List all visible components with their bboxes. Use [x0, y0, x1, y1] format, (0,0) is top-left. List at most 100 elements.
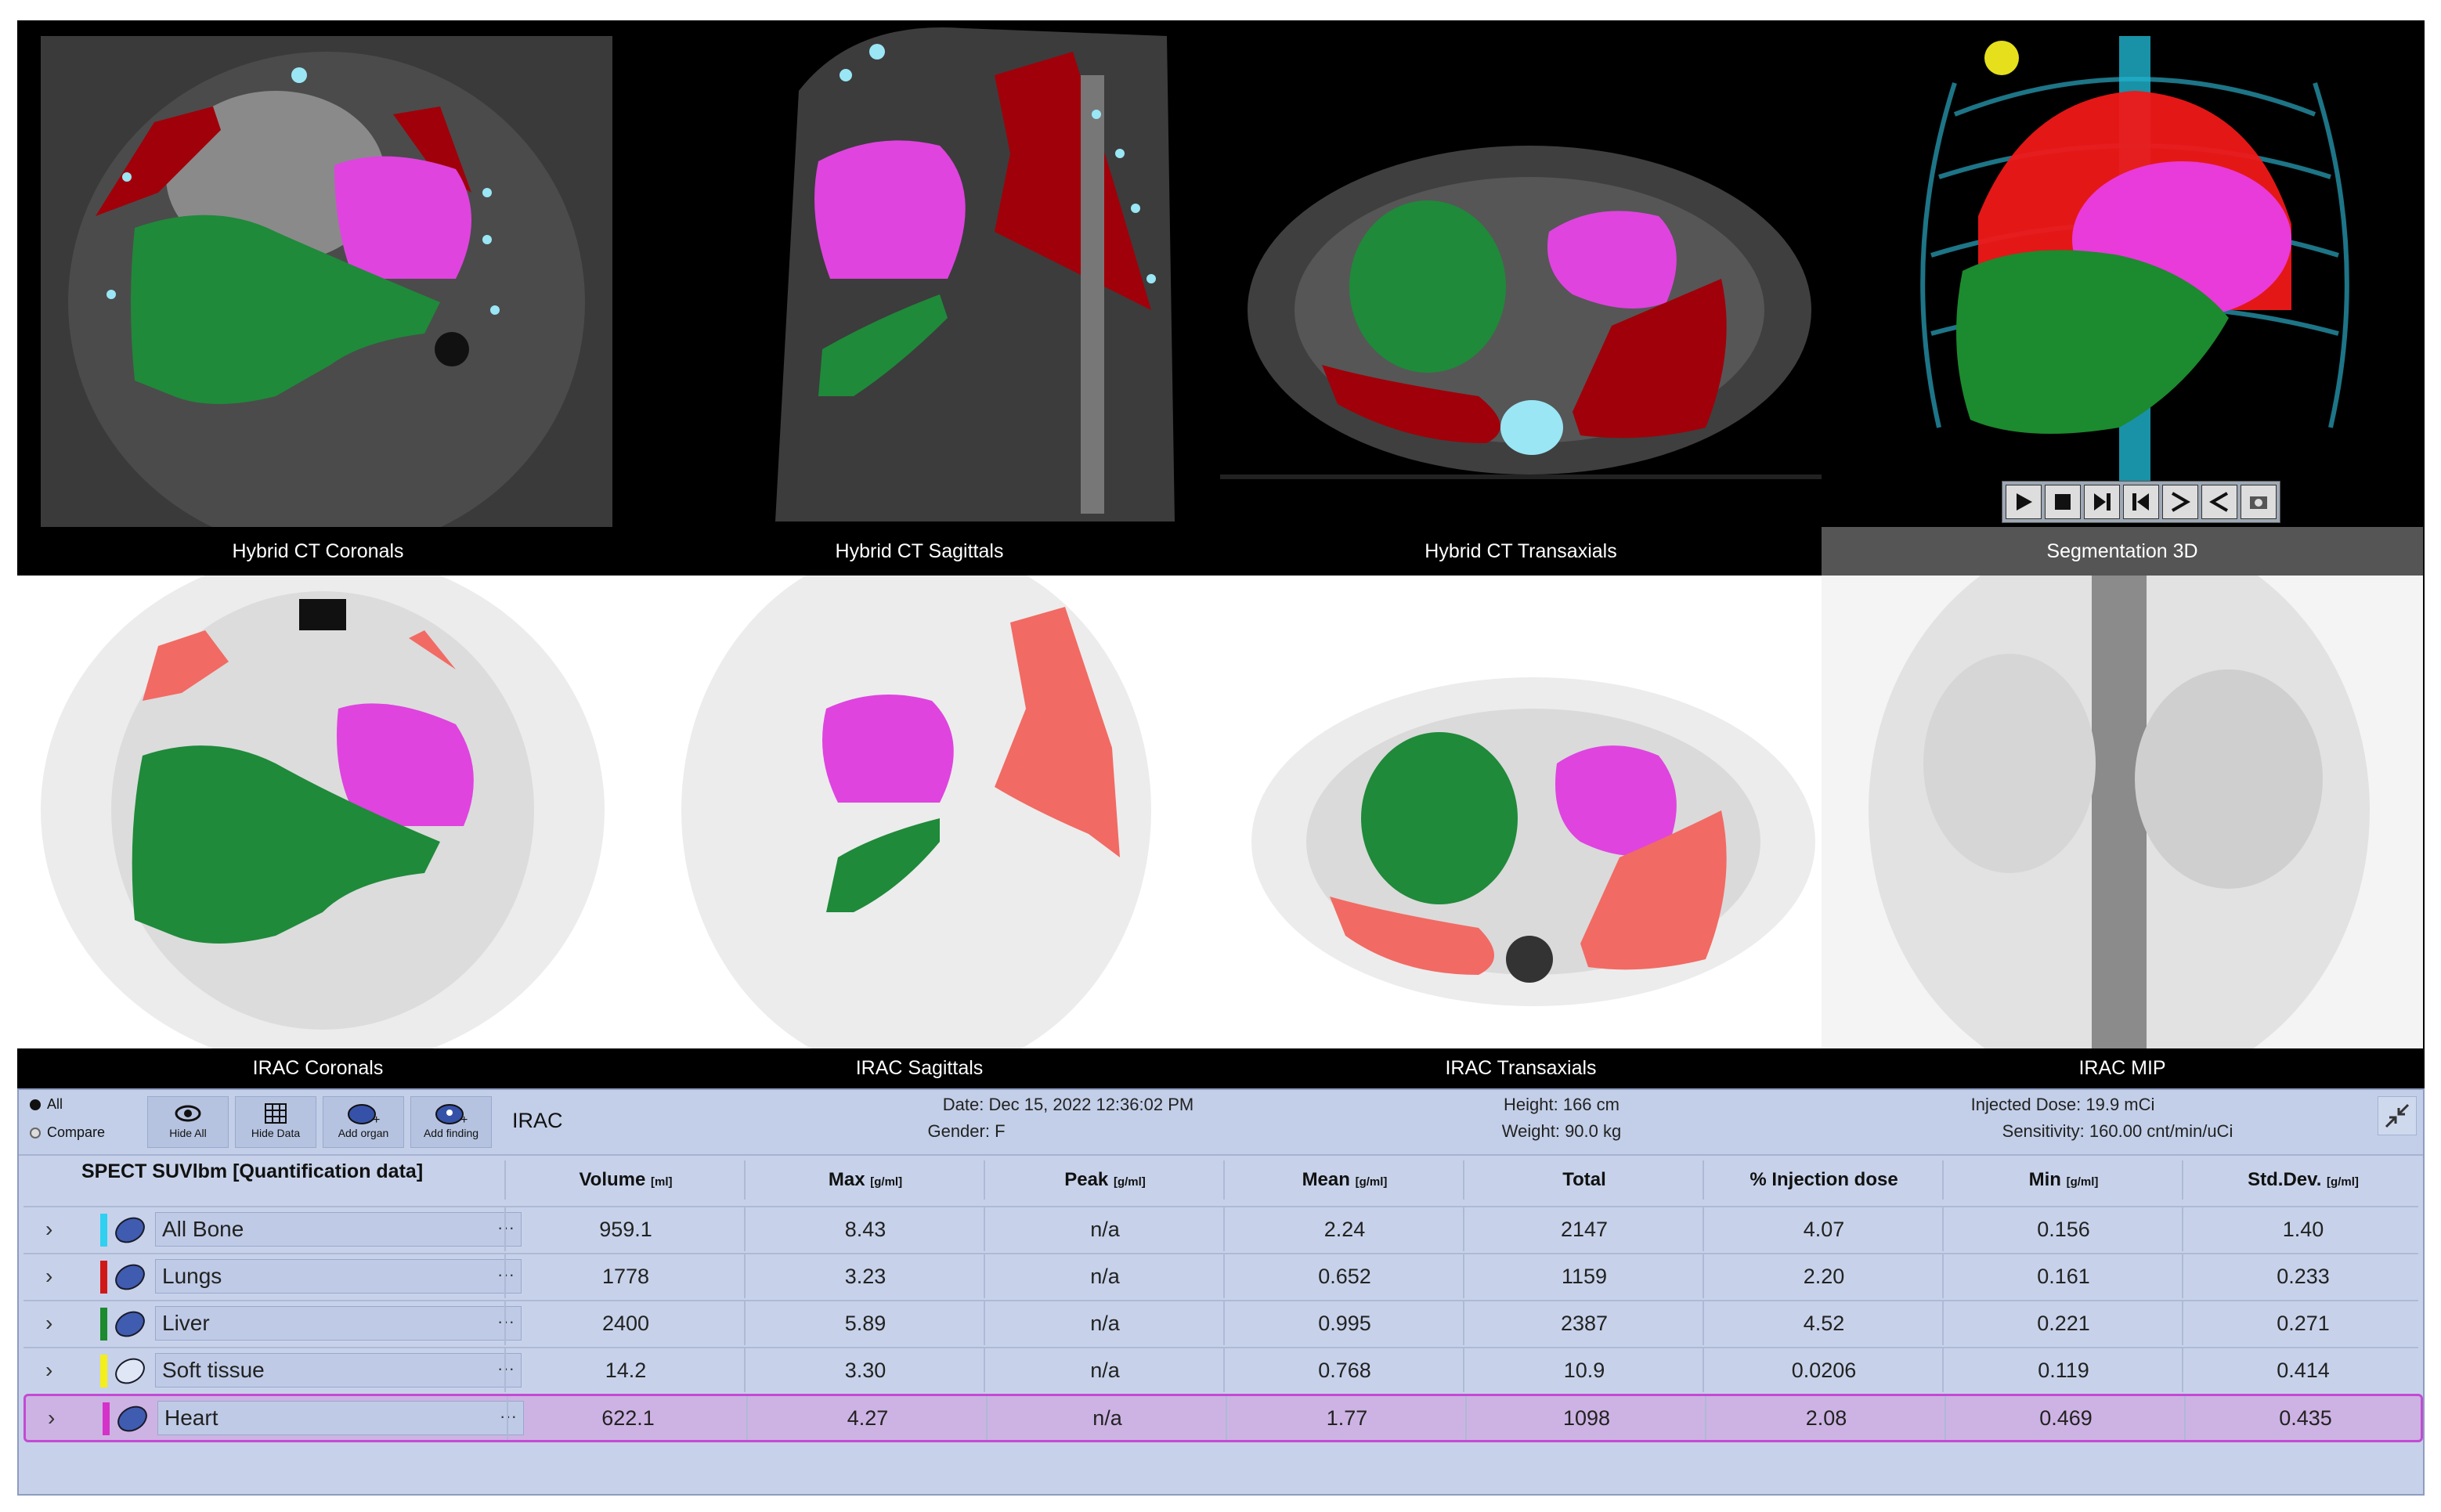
organ-icon[interactable] [113, 1356, 147, 1386]
chevron-right-icon[interactable]: › [45, 1358, 53, 1382]
hide-data-button[interactable]: Hide Data [235, 1096, 316, 1148]
table-cell: 959.1 [504, 1207, 746, 1251]
hide-all-button[interactable]: Hide All [147, 1096, 229, 1148]
column-header[interactable]: Std.Dev. [g/ml] [2182, 1160, 2423, 1200]
table-title: SPECT SUVlbm [Quantification data] [81, 1160, 424, 1182]
column-header[interactable]: Volume [ml] [504, 1160, 746, 1200]
organ-name-field[interactable]: Soft tissue ··· [155, 1353, 522, 1388]
image-viewer: Hybrid CT Coronals Hybrid CT Sagittals [17, 20, 2425, 1088]
ct-coronal-view[interactable] [17, 20, 619, 527]
organ-name: Heart [164, 1406, 218, 1430]
column-header-unit: [g/ml] [1355, 1175, 1388, 1189]
table-cell: 0.221 [1942, 1301, 2183, 1345]
spect-sagittal-view[interactable] [619, 576, 1220, 1048]
column-header-name: Max [828, 1169, 865, 1190]
table-cell: 5.89 [744, 1301, 985, 1345]
more-options-icon[interactable]: ··· [500, 1406, 517, 1426]
table-cell: 8.43 [744, 1207, 985, 1251]
organ-icon[interactable] [115, 1404, 150, 1434]
table-row[interactable]: › Heart ··· 622.1 4.27 n/a 1.77 1098 2.08 0.469 0.… [23, 1394, 2423, 1442]
table-cell: 1159 [1463, 1254, 1704, 1298]
add-finding-button[interactable]: + Add finding [410, 1096, 492, 1148]
more-options-icon[interactable]: ··· [497, 1218, 515, 1237]
add-organ-button[interactable]: + Add organ [323, 1096, 404, 1148]
capture-icon[interactable] [2241, 485, 2277, 519]
table-cell: 0.156 [1942, 1207, 2183, 1251]
organ-name-field[interactable]: Lungs ··· [155, 1259, 522, 1294]
playback-controls [2002, 481, 2280, 523]
more-options-icon[interactable]: ··· [497, 1359, 515, 1378]
table-row[interactable]: › Lungs ··· 1778 3.23 n/a 0.652 1159 2.20 0.161 0.… [23, 1253, 2418, 1298]
ct-sagittal-view[interactable] [619, 20, 1220, 527]
chevron-right-icon[interactable]: › [45, 1264, 53, 1288]
ct-transaxial-view[interactable] [1220, 20, 1822, 527]
organ-icon[interactable] [113, 1262, 147, 1292]
organ-name-field[interactable]: All Bone ··· [155, 1212, 522, 1247]
spect-coronal-view[interactable] [17, 576, 619, 1048]
patient-weight: Weight: 90.0 kg [1501, 1121, 1622, 1141]
table-row[interactable]: › All Bone ··· 959.1 8.43 n/a 2.24 2147 4.07 0.15… [23, 1206, 2418, 1251]
dataset-name: IRAC [512, 1109, 563, 1132]
organ-name-field[interactable]: Heart ··· [157, 1401, 524, 1435]
table-row[interactable]: › Liver ··· 2400 5.89 n/a 0.995 2387 4.52 0.221 0.… [23, 1300, 2418, 1345]
organ-name: Soft tissue [162, 1358, 265, 1382]
table-cell: 4.27 [746, 1396, 988, 1440]
column-header[interactable]: Max [g/ml] [744, 1160, 985, 1200]
table-cell: 2387 [1463, 1301, 1704, 1345]
eye-icon [175, 1105, 201, 1122]
spect-coronal-label: IRAC Coronals [17, 1048, 619, 1088]
spect-mip-view[interactable] [1822, 576, 2423, 1048]
ct-sagittal-image [775, 27, 1175, 521]
chevron-right-icon[interactable]: › [48, 1406, 56, 1430]
column-header[interactable]: Min [g/ml] [1942, 1160, 2183, 1200]
table-cell: n/a [984, 1254, 1225, 1298]
radio-compare[interactable]: Compare [30, 1124, 105, 1141]
ct-coronal-image [41, 36, 612, 527]
collapse-button[interactable] [2378, 1096, 2417, 1135]
organ-color-swatch [100, 1261, 107, 1294]
radio-all[interactable]: All [30, 1096, 63, 1113]
column-header-unit: [ml] [651, 1175, 673, 1189]
table-cell: 0.161 [1942, 1254, 2183, 1298]
rewind-icon[interactable] [2201, 485, 2237, 519]
more-options-icon[interactable]: ··· [497, 1312, 515, 1331]
spect-mip-image [1822, 576, 2423, 1048]
column-header-name: Peak [1064, 1169, 1109, 1190]
column-header[interactable]: Mean [g/ml] [1223, 1160, 1464, 1200]
step-forward-icon[interactable] [2084, 485, 2120, 519]
chevron-right-icon[interactable]: › [45, 1217, 53, 1241]
table-cell: 622.1 [507, 1396, 748, 1440]
radio-compare-label: Compare [47, 1124, 106, 1140]
step-back-icon[interactable] [2123, 485, 2159, 519]
fast-forward-icon[interactable] [2162, 485, 2198, 519]
table-cell: 2.08 [1705, 1396, 1946, 1440]
column-header[interactable]: Peak [g/ml] [984, 1160, 1225, 1200]
organ-icon[interactable] [113, 1309, 147, 1339]
stop-icon[interactable] [2045, 485, 2081, 519]
table-cell: 0.233 [2182, 1254, 2423, 1298]
injected-dose: Injected Dose: 19.9 mCi [1970, 1095, 2155, 1114]
column-header-name: Std.Dev. [2248, 1169, 2322, 1190]
hide-data-label: Hide Data [251, 1127, 301, 1139]
table-cell: 1.77 [1226, 1396, 1467, 1440]
spect-sagittal-label: IRAC Sagittals [619, 1048, 1220, 1088]
radio-compare-indicator [30, 1127, 41, 1139]
play-icon[interactable] [2006, 485, 2042, 519]
table-cell: 2147 [1463, 1207, 1704, 1251]
patient-gender: Gender: F [927, 1121, 1006, 1141]
table-cell: 0.995 [1223, 1301, 1464, 1345]
chevron-right-icon[interactable]: › [45, 1311, 53, 1335]
spect-transaxial-view[interactable] [1220, 576, 1822, 1048]
add-organ-icon: + [348, 1104, 380, 1125]
column-header[interactable]: % Injection dose [1703, 1160, 1944, 1200]
segmentation-3d-view[interactable] [1822, 20, 2423, 527]
organ-color-swatch [100, 1355, 107, 1388]
table-cell: 1778 [504, 1254, 746, 1298]
organ-icon[interactable] [113, 1215, 147, 1245]
organ-name: Liver [162, 1311, 210, 1335]
organ-name-field[interactable]: Liver ··· [155, 1306, 522, 1341]
more-options-icon[interactable]: ··· [497, 1265, 515, 1284]
column-header[interactable]: Total [1463, 1160, 1704, 1200]
table-cell: 4.07 [1703, 1207, 1944, 1251]
table-row[interactable]: › Soft tissue ··· 14.2 3.30 n/a 0.768 10.9 0.020… [23, 1347, 2418, 1392]
